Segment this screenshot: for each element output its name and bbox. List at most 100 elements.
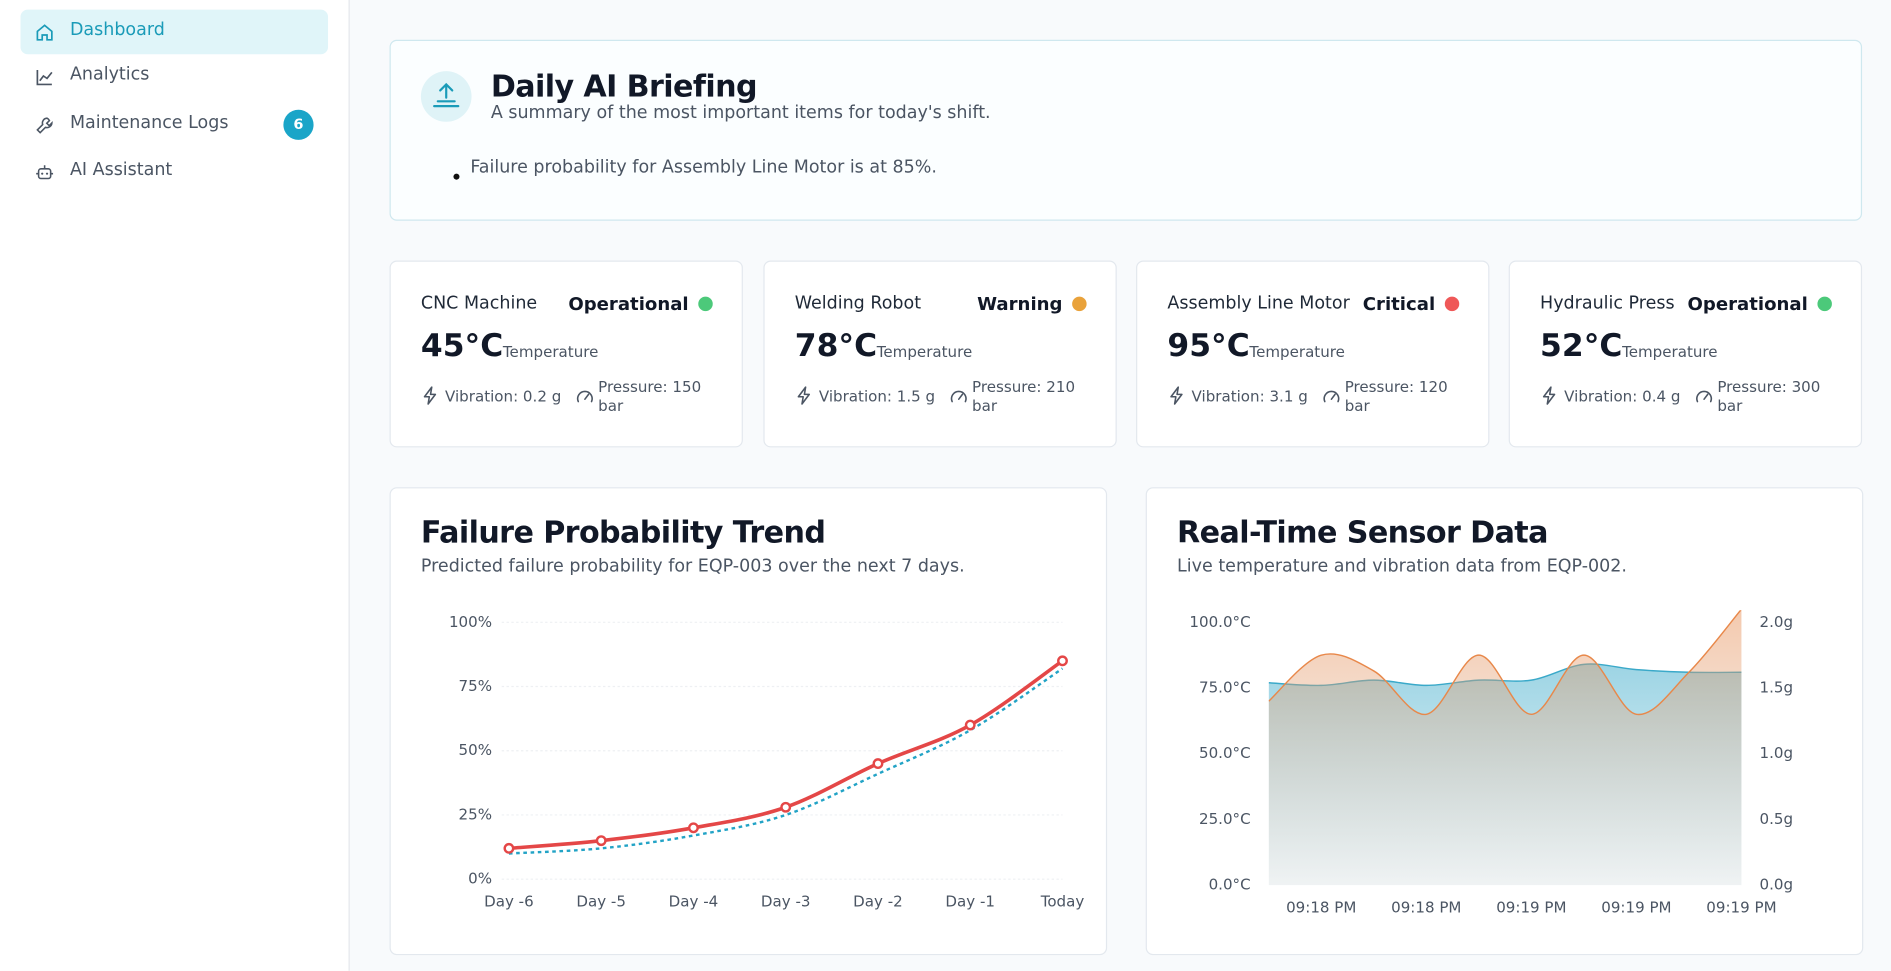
bullet [453, 173, 460, 180]
vibration: Vibration: 0.2 g [445, 387, 562, 406]
temperature-label: Temperature [1622, 342, 1718, 361]
y-tick-label: 25.0°C [1199, 810, 1251, 828]
x-tick-label: Today [1040, 893, 1085, 911]
equipment-card: Assembly Line Motor Critical 95°C Temperatu… [1136, 260, 1490, 448]
y-tick-label: 50% [459, 741, 492, 759]
y-tick-label: 100% [449, 613, 492, 631]
y-tick-label: 25% [459, 805, 492, 823]
temperature-label: Temperature [876, 342, 973, 361]
nav-item[interactable]: AI Assistant [21, 150, 329, 195]
series-line [508, 667, 1064, 855]
nav-label: Maintenance Logs [69, 113, 229, 133]
nav-item[interactable]: Analytics [21, 54, 329, 99]
vibration-icon [1542, 386, 1556, 405]
briefing-item: Failure probability for Assembly Line Mo… [470, 157, 937, 178]
pressure-icon [576, 390, 593, 403]
x-tick-label: Day -2 [853, 893, 903, 911]
x-tick-label: 09:19 PM [1706, 899, 1776, 917]
pressure-icon [950, 390, 967, 403]
nav-label: Dashboard [69, 20, 165, 40]
status-dot [1072, 296, 1087, 312]
pressure: Pressure: 300 bar [1717, 377, 1821, 415]
pressure: Pressure: 150 bar [598, 377, 702, 415]
pressure: Pressure: 210 bar [972, 377, 1076, 415]
x-tick-label: 09:19 PM [1601, 899, 1671, 917]
y2-tick-label: 1.0g [1760, 744, 1794, 762]
briefing-title: Daily AI Briefing [490, 68, 758, 104]
vibration: Vibration: 0.4 g [1564, 387, 1681, 406]
x-tick-label: 09:19 PM [1496, 899, 1566, 917]
wrench-icon [36, 117, 53, 134]
home-icon [36, 24, 53, 41]
temperature: 52°C [1540, 328, 1623, 365]
chart-title: Failure Probability Trend [420, 514, 826, 550]
chart-icon [36, 69, 53, 86]
point-marker [872, 758, 884, 770]
vibration-icon [1170, 386, 1183, 405]
vibration: Vibration: 3.1 g [1191, 387, 1308, 406]
pressure: Pressure: 120 bar [1344, 377, 1448, 415]
y2-tick-label: 0.0g [1760, 876, 1794, 894]
nav-badge: 6 [283, 109, 314, 140]
chart-card: 0% 25% 50% 75% 100% Day -6 Day -5 Day -4 Day -3 D… [389, 487, 1108, 956]
nav-item[interactable]: Maintenance Logs 6 [21, 103, 329, 148]
equipment-card: Hydraulic Press Operational 52°C Temperatur… [1508, 260, 1863, 448]
point-marker [780, 801, 792, 813]
pressure-icon [1323, 390, 1340, 403]
x-tick-label: Day -4 [669, 893, 719, 911]
nav-label: AI Assistant [69, 160, 173, 180]
vibration-icon [797, 386, 811, 405]
y-tick-label: 75.0°C [1199, 679, 1251, 697]
x-tick-label: Day -6 [484, 893, 534, 911]
x-tick-label: Day -3 [761, 893, 811, 911]
point-marker [595, 835, 607, 847]
y2-tick-label: 1.5g [1760, 679, 1794, 697]
series-area [1268, 610, 1742, 886]
vibration: Vibration: 1.5 g [818, 387, 936, 406]
chart-title: Real-Time Sensor Data [1177, 514, 1548, 550]
status-dot [1817, 296, 1832, 312]
briefing-subtitle: A summary of the most important items fo… [490, 103, 991, 124]
status-dot [1444, 296, 1460, 312]
equipment-status: Operational [568, 293, 689, 315]
equipment-status: Operational [1687, 293, 1808, 315]
chart-subtitle: Live temperature and vibration data from… [1177, 557, 1627, 577]
y-tick-label: 0% [468, 870, 492, 888]
pressure-icon [1696, 390, 1713, 403]
equipment-status: Warning [977, 293, 1063, 315]
y2-tick-label: 0.5g [1760, 810, 1794, 828]
briefing-icon [420, 71, 472, 122]
vibration-icon [423, 386, 437, 405]
equipment-name: Welding Robot [794, 294, 922, 314]
y2-tick-label: 2.0g [1760, 613, 1794, 631]
equipment-card: Welding Robot Warning 78°C Temperature Vibra… [763, 260, 1117, 448]
y-tick-label: 100.0°C [1189, 613, 1250, 631]
equipment-card: CNC Machine Operational 45°C Temperature Vib… [389, 260, 743, 448]
temperature: 95°C [1167, 328, 1250, 365]
nav-item[interactable]: Dashboard [20, 9, 329, 55]
bot-icon [36, 165, 54, 180]
equipment-name: Hydraulic Press [1540, 294, 1675, 314]
nav-label: Analytics [69, 65, 150, 85]
x-tick-label: Day -5 [576, 893, 626, 911]
temperature-label: Temperature [502, 342, 599, 361]
equipment-name: CNC Machine [420, 294, 538, 314]
chart-card: 0.0°C 25.0°C 50.0°C 75.0°C 100.0°C 0.0g 0.5g 1.… [1145, 487, 1864, 956]
series-line [508, 659, 1064, 851]
x-tick-label: 09:18 PM [1391, 899, 1461, 917]
plot-area [1268, 610, 1742, 886]
y-tick-label: 0.0°C [1209, 876, 1251, 894]
temperature: 78°C [794, 328, 878, 365]
point-marker [503, 842, 515, 854]
equipment-name: Assembly Line Motor [1167, 294, 1350, 314]
y-tick-label: 50.0°C [1199, 744, 1251, 762]
status-dot [698, 296, 713, 312]
x-tick-label: 09:18 PM [1286, 899, 1356, 917]
point-marker [1057, 655, 1068, 667]
briefing-card: Daily AI Briefing A summary of the most … [389, 39, 1863, 221]
temperature-label: Temperature [1249, 342, 1345, 361]
equipment-status: Critical [1362, 293, 1436, 315]
point-marker [964, 719, 976, 731]
